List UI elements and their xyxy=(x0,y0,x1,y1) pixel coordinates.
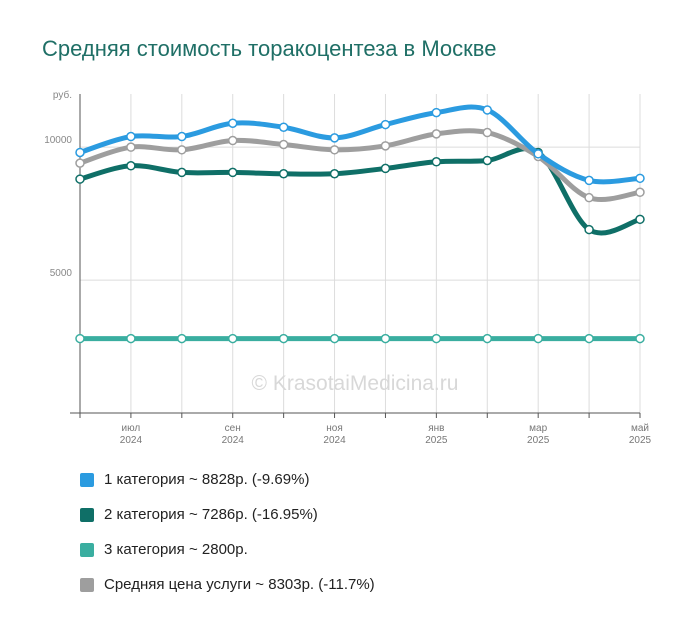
y-tick-label: 5000 xyxy=(50,268,73,279)
data-point xyxy=(227,167,238,178)
data-point xyxy=(227,333,238,344)
data-point xyxy=(431,107,442,118)
data-point xyxy=(329,145,340,155)
data-point xyxy=(482,105,493,115)
data-point xyxy=(177,145,187,155)
legend-item-category-1[interactable]: 1 категория ~ 8828р. (-9.69%) xyxy=(80,462,375,497)
data-point xyxy=(329,169,340,179)
data-point xyxy=(177,131,187,142)
legend-label: 3 категория ~ 2800р. xyxy=(104,541,248,558)
data-point xyxy=(75,158,85,168)
data-point xyxy=(380,163,391,174)
legend-label: 1 категория ~ 8828р. (-9.69%) xyxy=(104,471,310,488)
line-chart: 500010000руб.июл2024сен2024ноя2024янв202… xyxy=(44,89,652,446)
data-point xyxy=(75,333,85,344)
data-point xyxy=(126,161,136,171)
x-tick-year-label: 2024 xyxy=(323,435,346,446)
legend-swatch xyxy=(80,472,94,487)
y-tick-label: 10000 xyxy=(44,135,72,146)
data-point xyxy=(75,174,85,184)
data-point xyxy=(380,333,391,344)
legend: 1 категория ~ 8828р. (-9.69%) 2 категори… xyxy=(80,462,375,602)
legend-label: Средняя цена услуги ~ 8303р. (-11.7%) xyxy=(104,576,375,593)
data-point xyxy=(329,133,340,143)
data-point xyxy=(75,147,85,158)
data-point xyxy=(584,192,594,203)
data-point xyxy=(635,173,645,184)
data-point xyxy=(584,333,594,344)
data-point xyxy=(482,333,493,344)
data-point xyxy=(533,149,543,159)
data-point xyxy=(635,214,645,225)
data-point xyxy=(278,122,289,132)
x-tick-label: мар xyxy=(529,423,547,434)
x-tick-label: ноя xyxy=(326,423,343,434)
x-tick-year-label: 2024 xyxy=(222,435,245,446)
data-point xyxy=(431,129,442,139)
x-tick-label: янв xyxy=(428,423,444,434)
data-point xyxy=(584,224,594,235)
data-point xyxy=(431,157,442,167)
legend-item-average-price[interactable]: Средняя цена услуги ~ 8303р. (-11.7%) xyxy=(80,567,375,602)
data-point xyxy=(177,333,187,344)
data-point xyxy=(329,333,340,344)
x-tick-year-label: 2025 xyxy=(629,435,652,446)
x-tick-year-label: 2025 xyxy=(527,435,550,446)
data-point xyxy=(227,135,238,146)
data-point xyxy=(635,333,645,344)
x-tick-year-label: 2025 xyxy=(425,435,448,446)
legend-swatch xyxy=(80,542,94,557)
data-point xyxy=(635,187,645,198)
x-tick-label: июл xyxy=(122,423,141,434)
data-point xyxy=(380,141,391,151)
data-point xyxy=(278,333,289,344)
data-point xyxy=(431,333,442,344)
data-point xyxy=(533,333,543,344)
legend-label: 2 категория ~ 7286р. (-16.95%) xyxy=(104,506,318,523)
data-point xyxy=(126,131,136,142)
data-point xyxy=(278,169,289,179)
legend-item-category-2[interactable]: 2 категория ~ 7286р. (-16.95%) xyxy=(80,497,375,532)
legend-swatch xyxy=(80,577,94,592)
legend-item-category-3[interactable]: 3 категория ~ 2800р. xyxy=(80,532,375,567)
data-point xyxy=(278,139,289,150)
y-unit-label: руб. xyxy=(53,89,72,101)
watermark: © KrasotaiMedicina.ru xyxy=(252,372,459,395)
data-point xyxy=(177,167,187,178)
data-point xyxy=(380,119,391,130)
series-line-2-категория xyxy=(77,146,643,236)
data-point xyxy=(126,333,136,344)
x-tick-label: сен xyxy=(225,423,241,434)
legend-swatch xyxy=(80,507,94,522)
data-point xyxy=(482,127,493,138)
data-point xyxy=(482,155,493,166)
x-tick-year-label: 2024 xyxy=(120,435,143,446)
data-point xyxy=(584,175,594,186)
x-tick-label: май xyxy=(631,423,649,434)
data-point xyxy=(227,118,238,128)
data-point xyxy=(126,142,136,152)
chart-title: Средняя стоимость торакоцентеза в Москве xyxy=(42,36,497,61)
